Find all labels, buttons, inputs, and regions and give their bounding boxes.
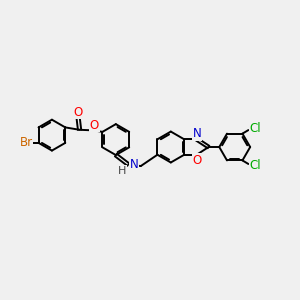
Text: N: N	[193, 128, 202, 140]
Text: H: H	[118, 166, 126, 176]
Text: O: O	[90, 119, 99, 132]
Text: Br: Br	[20, 136, 33, 149]
Text: O: O	[193, 154, 202, 166]
Text: O: O	[74, 106, 83, 119]
Text: Cl: Cl	[249, 122, 261, 135]
Text: N: N	[130, 158, 139, 171]
Text: Cl: Cl	[249, 159, 261, 172]
